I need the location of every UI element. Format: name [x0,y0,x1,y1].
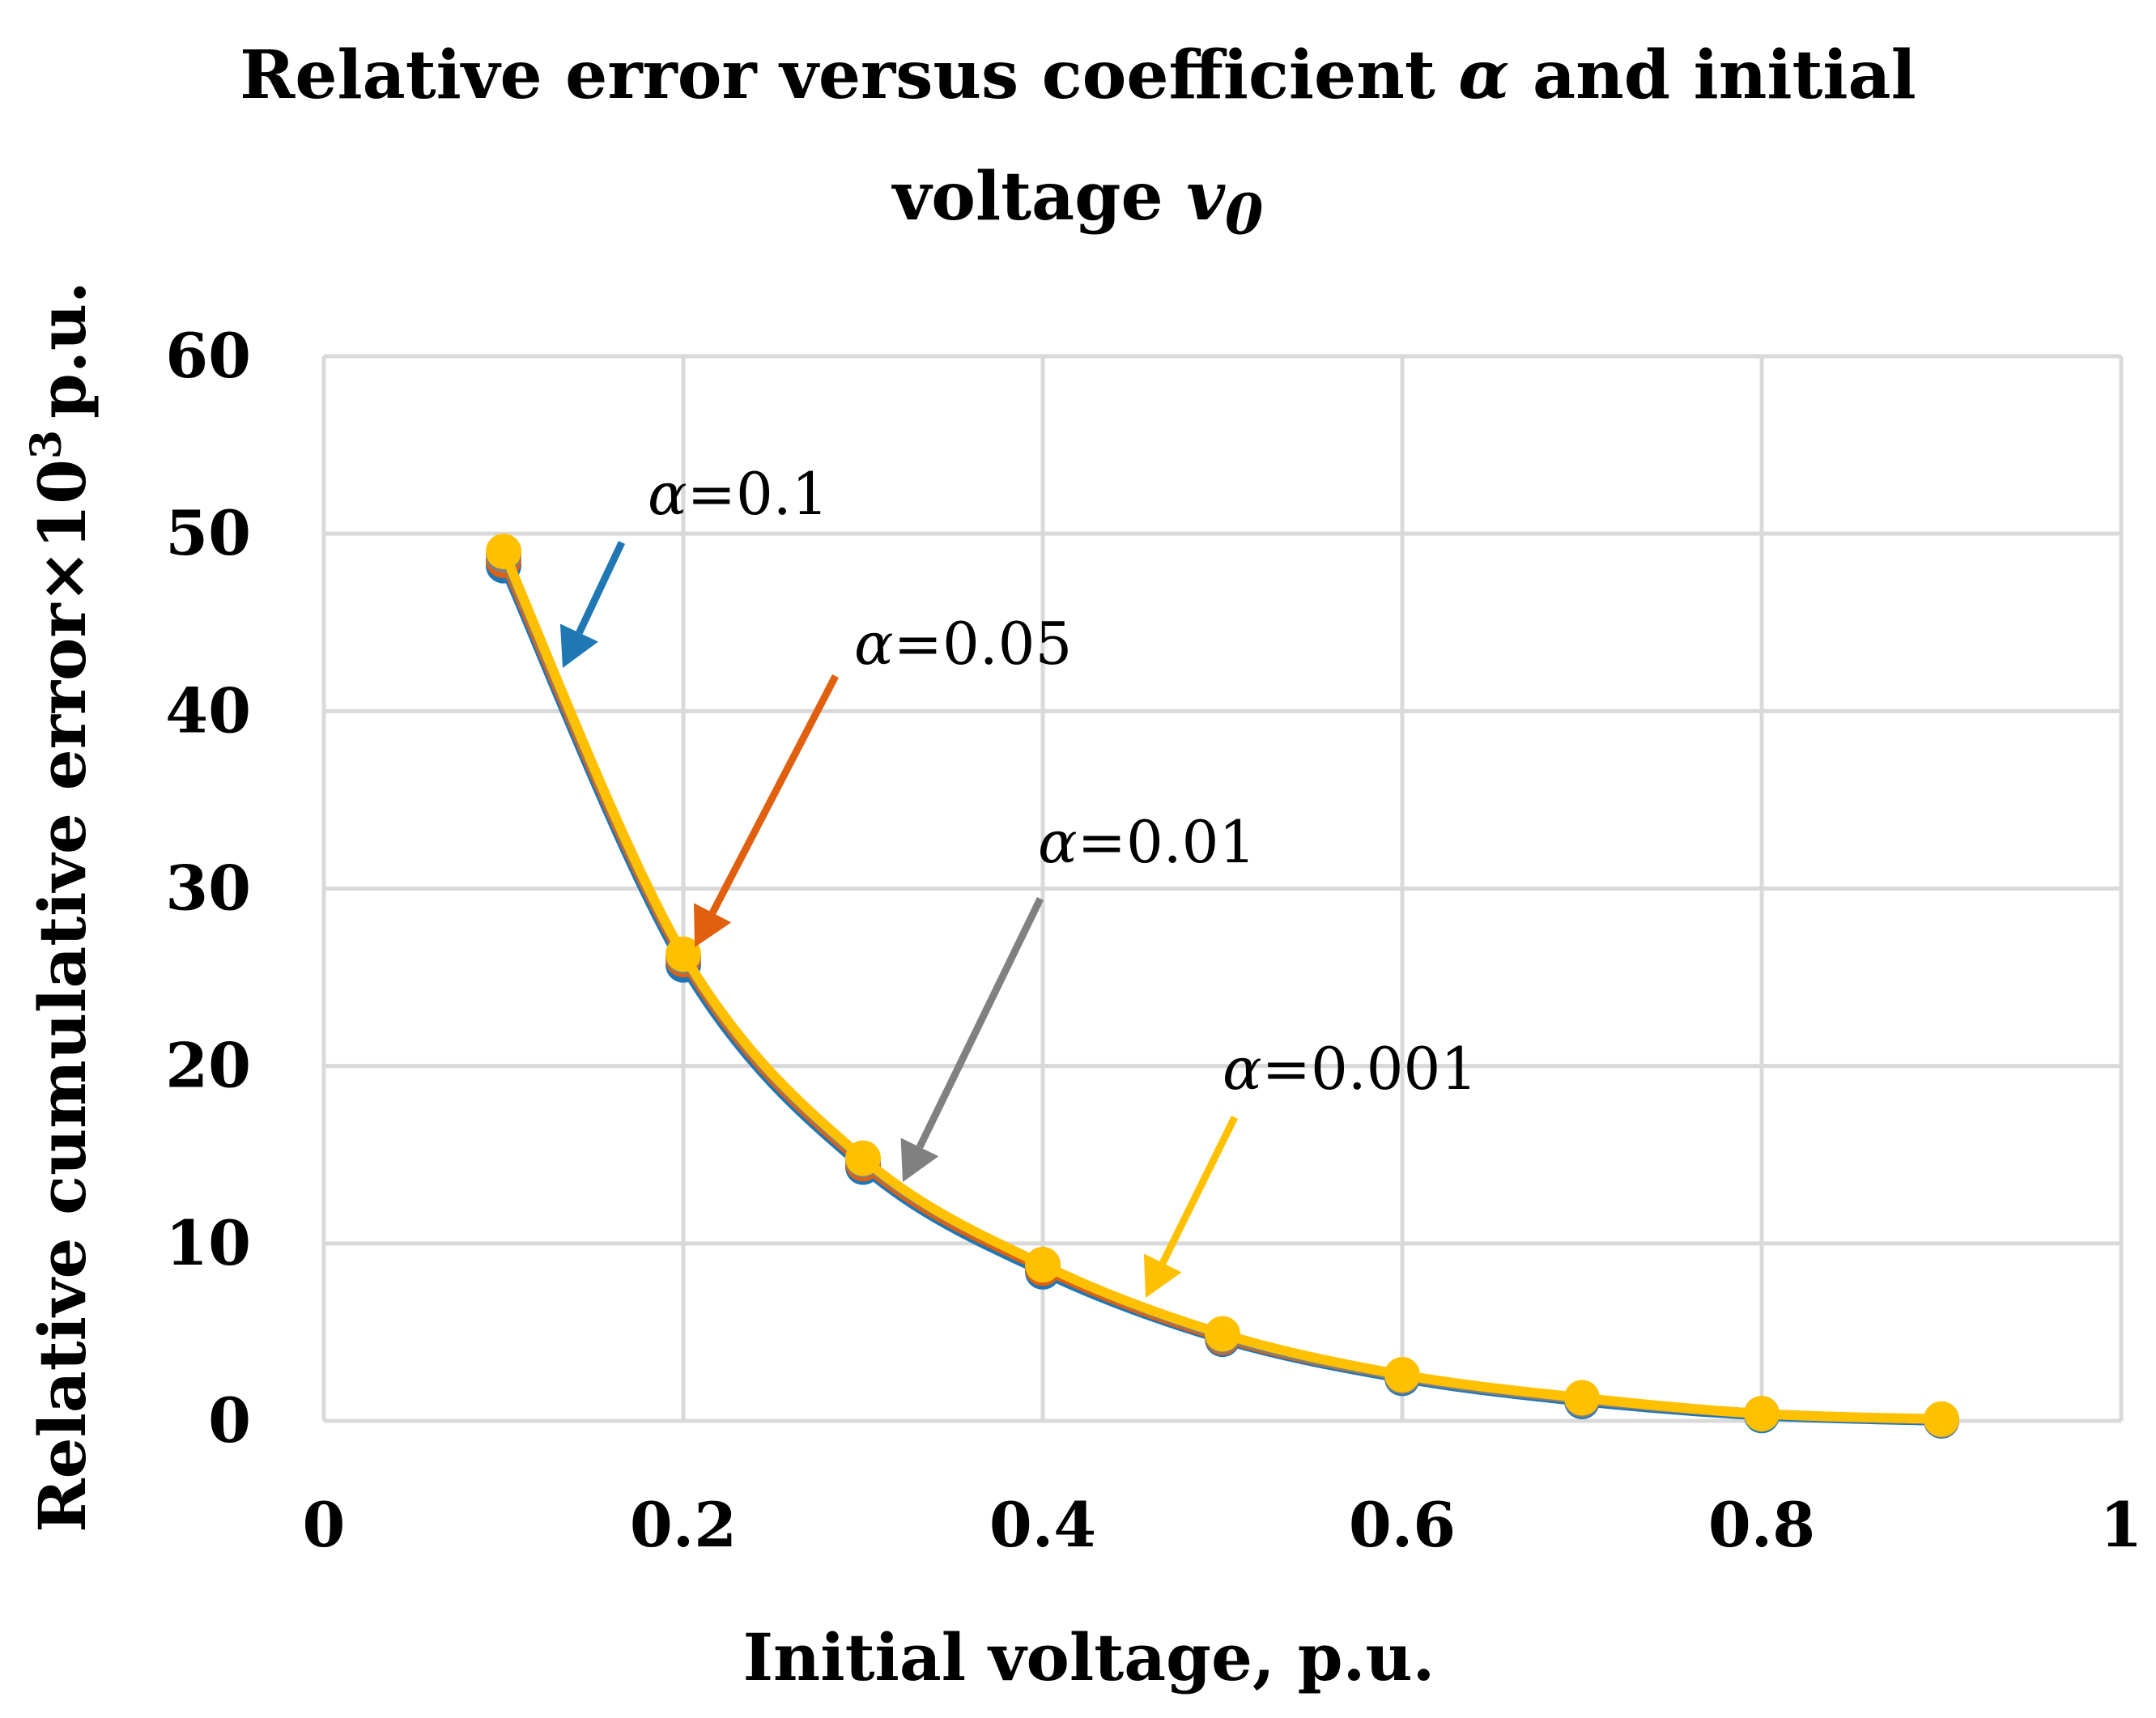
series-line [499,546,1946,1424]
series-3 [486,534,1959,1437]
annotation-arrow-shaft [576,541,626,635]
title-v-sub: 0 [1224,182,1264,248]
y-tick-label: 10 [165,1207,251,1279]
y-tick-label: 20 [165,1030,251,1102]
annotation-arrow-head [559,623,598,668]
data-point [845,1140,881,1176]
annotation-label: α=0.01 [1038,808,1256,876]
y-axis-label-unit: p.u. [24,281,100,419]
annotation-greek: α [1223,1035,1262,1103]
annotation-3: α=0.001 [1143,1035,1478,1298]
series-line [499,555,1946,1425]
x-tick-label: 0.2 [630,1489,737,1561]
y-axis-label-main: Relative cumulative error×10 [24,459,100,1533]
annotation-2: α=0.01 [900,808,1256,1182]
annotation-1: α=0.05 [694,610,1072,947]
y-tick-label: 60 [165,320,251,392]
data-point [666,936,701,972]
chart-title: Relative error versus coefficient α and … [0,15,2156,275]
annotation-arrow-shaft [1159,1116,1239,1265]
x-axis-label: Initial voltage, p.u. [743,1619,1435,1695]
annotation-0: α=0.1 [559,460,828,668]
x-tick-label: 0.4 [989,1489,1096,1561]
title-and: and initial [1532,36,1916,114]
x-tick-labels: 0 0.2 0.4 0.6 0.8 1 [303,1489,2143,1561]
title-v: v0 [1186,158,1264,248]
y-tick-label: 50 [165,497,251,569]
y-axis-label: Relative cumulative error×103 p.u. [22,281,101,1533]
y-tick-labels: 0 10 20 30 40 50 60 [165,320,251,1456]
series-group [486,534,1959,1439]
data-point [1564,1380,1600,1416]
title-line1: Relative error versus coefficient [240,36,1435,114]
y-tick-label: 0 [208,1384,251,1456]
annotation-label: α=0.001 [1223,1035,1478,1103]
x-tick-label: 0 [303,1489,346,1561]
annotation-value: =0.05 [894,610,1073,678]
x-tick-label: 0.6 [1349,1489,1456,1561]
title-line2: voltage [892,158,1163,236]
annotation-value: =0.001 [1262,1035,1478,1103]
data-point [1924,1401,1959,1437]
series-line [499,550,1946,1425]
annotation-label: α=0.05 [854,610,1072,678]
annotation-label: α=0.1 [648,460,828,528]
annotation-value: =0.1 [687,460,829,528]
data-point [1744,1396,1780,1432]
annotations: α=0.1α=0.05α=0.01α=0.001 [559,460,1478,1298]
annotation-greek: α [1038,808,1078,876]
y-tick-label: 30 [165,853,251,925]
annotation-arrow-shaft [916,897,1044,1149]
data-point [486,534,521,570]
series-line [499,560,1946,1426]
grid [321,354,2124,1423]
title-alpha: α [1458,36,1510,114]
annotation-arrow-head [1143,1253,1182,1298]
x-tick-label: 0.8 [1708,1489,1815,1561]
data-point [1205,1316,1240,1352]
annotation-greek: α [854,610,894,678]
annotation-greek: α [648,460,687,528]
annotation-arrow-head [900,1138,939,1182]
data-point [1025,1247,1061,1283]
annotation-arrow-shaft [709,674,839,915]
x-tick-label: 1 [2100,1489,2143,1561]
annotation-arrow-head [694,903,732,947]
y-tick-label: 40 [165,674,251,746]
data-point [1384,1357,1420,1393]
annotation-value: =0.01 [1078,808,1257,876]
y-axis-label-sup: 3 [22,430,71,459]
